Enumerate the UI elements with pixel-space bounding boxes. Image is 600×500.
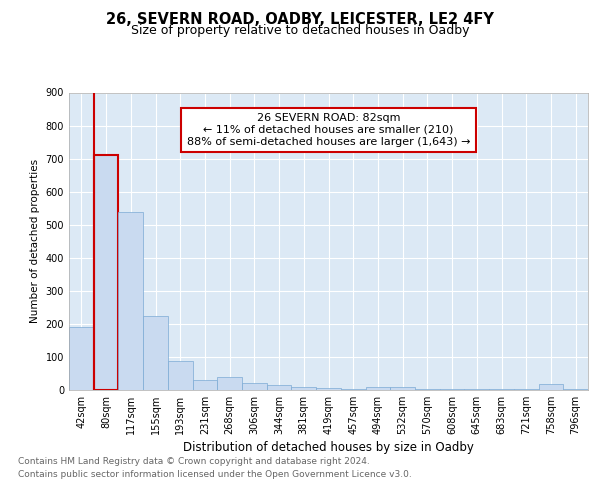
Bar: [118, 212, 143, 390]
Bar: [539, 384, 563, 390]
Bar: [193, 380, 217, 390]
Bar: [168, 361, 193, 390]
Text: 26, SEVERN ROAD, OADBY, LEICESTER, LE2 4FY: 26, SEVERN ROAD, OADBY, LEICESTER, LE2 4…: [106, 12, 494, 28]
Text: 26 SEVERN ROAD: 82sqm
← 11% of detached houses are smaller (210)
88% of semi-det: 26 SEVERN ROAD: 82sqm ← 11% of detached …: [187, 114, 470, 146]
Bar: [267, 385, 292, 390]
Text: Contains public sector information licensed under the Open Government Licence v3: Contains public sector information licen…: [18, 470, 412, 479]
Text: Size of property relative to detached houses in Oadby: Size of property relative to detached ho…: [131, 24, 469, 37]
Bar: [143, 316, 168, 390]
Bar: [292, 386, 316, 390]
Bar: [217, 377, 242, 390]
Bar: [390, 386, 415, 390]
Bar: [69, 327, 94, 390]
Bar: [341, 389, 365, 390]
Y-axis label: Number of detached properties: Number of detached properties: [30, 159, 40, 324]
X-axis label: Distribution of detached houses by size in Oadby: Distribution of detached houses by size …: [183, 441, 474, 454]
Bar: [316, 388, 341, 390]
Bar: [365, 386, 390, 390]
Text: Contains HM Land Registry data © Crown copyright and database right 2024.: Contains HM Land Registry data © Crown c…: [18, 458, 370, 466]
Bar: [415, 389, 440, 390]
Bar: [94, 156, 118, 390]
Bar: [242, 382, 267, 390]
